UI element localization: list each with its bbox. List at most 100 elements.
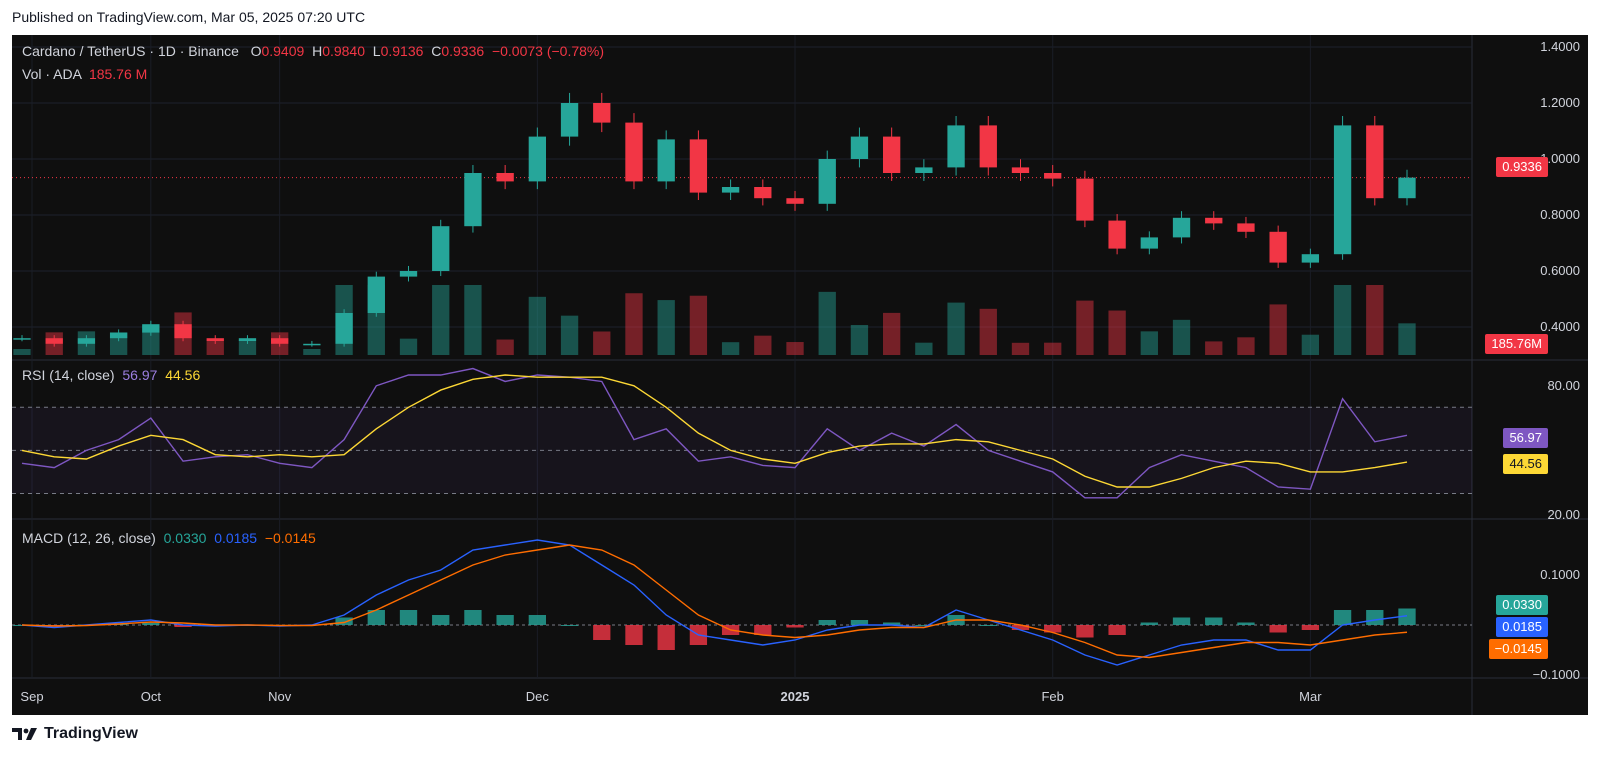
macd-histogram-bar (1140, 622, 1158, 625)
macd-histogram-bar (1269, 625, 1287, 633)
candle-body (1237, 223, 1255, 232)
macd-histogram-bar (399, 610, 418, 625)
low-label: L (372, 43, 381, 59)
macd-histogram-bar (1011, 625, 1030, 630)
close-label: C (431, 43, 442, 59)
price-tick-label: 1.2000 (1540, 95, 1580, 110)
volume-bar (657, 300, 675, 355)
macd-histogram-bar (432, 615, 450, 625)
macd-line-value: 0.0185 (214, 530, 258, 546)
price-tick-label: 1.0000 (1540, 151, 1580, 166)
macd-histogram-bar (1172, 617, 1191, 625)
volume-bar (399, 338, 418, 355)
macd-hist-tag: 0.0330 (1496, 595, 1548, 615)
macd-histogram-bar (593, 625, 611, 640)
candle-body (1301, 254, 1320, 263)
candle-body (13, 338, 31, 340)
macd-histogram-bar (850, 620, 869, 625)
macd-histogram-bar (754, 625, 772, 635)
chart-canvas[interactable]: 1.4000 1.2000 1.0000 0.8000 0.6000 0.4000 Sep O… (12, 35, 1588, 715)
rsi-legend: RSI (14, close) 56.97 44.56 (22, 367, 200, 383)
candle-body (238, 338, 257, 341)
rsi-tag: 56.97 (1503, 428, 1548, 448)
macd-histogram-bar (1333, 610, 1352, 625)
macd-histogram-bar (1398, 608, 1416, 625)
price-tick-label: 0.6000 (1540, 263, 1580, 278)
time-tick-label: Mar (1299, 689, 1322, 704)
volume-bar (528, 296, 547, 355)
symbol-exchange: Binance (188, 43, 239, 59)
candle-body (1205, 217, 1223, 224)
volume-bar (1366, 285, 1384, 355)
volume-bar (206, 340, 224, 355)
volume-bar (1237, 337, 1255, 355)
published-caption: Published on TradingView.com, Mar 05, 20… (12, 9, 366, 25)
macd-histogram-bar (625, 625, 643, 645)
macd-histogram-bar (1237, 622, 1255, 625)
candle-body (174, 324, 192, 339)
price-tick-label: 0.4000 (1540, 319, 1580, 334)
macd-histogram-bar (1076, 625, 1094, 638)
close-value: 0.9336 (441, 43, 485, 59)
volume-bar (1140, 331, 1158, 355)
candle-body (1172, 217, 1191, 238)
candle-body (882, 136, 901, 173)
macd-label: MACD (12, 26, close) (22, 530, 156, 546)
candle-body (689, 139, 708, 193)
candle-body (45, 338, 63, 344)
rsi-ma-tag: 44.56 (1503, 454, 1548, 474)
symbol-name: Cardano / TetherUS (22, 43, 146, 59)
volume-bar (1011, 342, 1030, 355)
volume-bar (13, 349, 31, 355)
high-value: 0.9840 (322, 43, 366, 59)
volume-bar (1108, 310, 1126, 355)
volume-bar (818, 291, 836, 355)
high-label: H (312, 43, 323, 59)
macd-legend: MACD (12, 26, close) 0.0330 0.0185 −0.01… (22, 530, 316, 546)
open-value: 0.9409 (261, 43, 305, 59)
macd-hist-value: 0.0330 (163, 530, 207, 546)
volume-bar (238, 340, 257, 355)
macd-histogram-bar (1108, 625, 1126, 635)
volume-bar (625, 293, 643, 355)
candle-body (818, 159, 836, 204)
candle-body (593, 103, 611, 123)
rsi-value: 56.97 (122, 367, 158, 383)
candle-body (77, 338, 96, 344)
volume-bar (850, 325, 869, 355)
macd-histogram-bar (142, 623, 160, 625)
symbol-legend: Cardano / TetherUS · 1D · Binance O0.940… (22, 43, 605, 59)
macd-histogram-bar (786, 625, 804, 628)
macd-tick-label: 0.1000 (1540, 567, 1580, 582)
volume-bar (689, 295, 708, 355)
volume-bar (1044, 342, 1062, 355)
rsi-tick-label: 80.00 (1547, 378, 1580, 393)
volume-bar (1205, 341, 1223, 355)
candle-body (528, 136, 547, 182)
candle-body (786, 198, 804, 204)
volume-tag: 185.76M (1485, 334, 1548, 354)
candle-body (1140, 237, 1158, 249)
volume-bar (1333, 285, 1352, 355)
time-tick-label: Oct (141, 689, 162, 704)
volume-bar (786, 342, 804, 355)
volume-bar (979, 308, 997, 355)
macd-histogram-bar (1301, 625, 1320, 630)
candle-body (1398, 177, 1416, 199)
rsi-label: RSI (14, close) (22, 367, 115, 383)
macd-histogram-bar (1366, 610, 1384, 625)
chart-frame[interactable]: 1.4000 1.2000 1.0000 0.8000 0.6000 0.4000 Sep O… (12, 35, 1588, 715)
candle-body (496, 173, 514, 182)
macd-histogram-bar (528, 615, 547, 625)
candle-body (915, 167, 933, 173)
volume-bar (432, 285, 450, 355)
volume-bar (882, 312, 901, 355)
time-tick-label: Feb (1041, 689, 1063, 704)
time-tick-label: 2025 (781, 689, 810, 704)
low-value: 0.9136 (380, 43, 424, 59)
time-tick-label: Nov (268, 689, 292, 704)
candle-body (335, 313, 353, 344)
macd-signal-value: −0.0145 (264, 530, 316, 546)
footer-brand-name: TradingView (44, 725, 138, 742)
volume-bar (464, 285, 482, 355)
